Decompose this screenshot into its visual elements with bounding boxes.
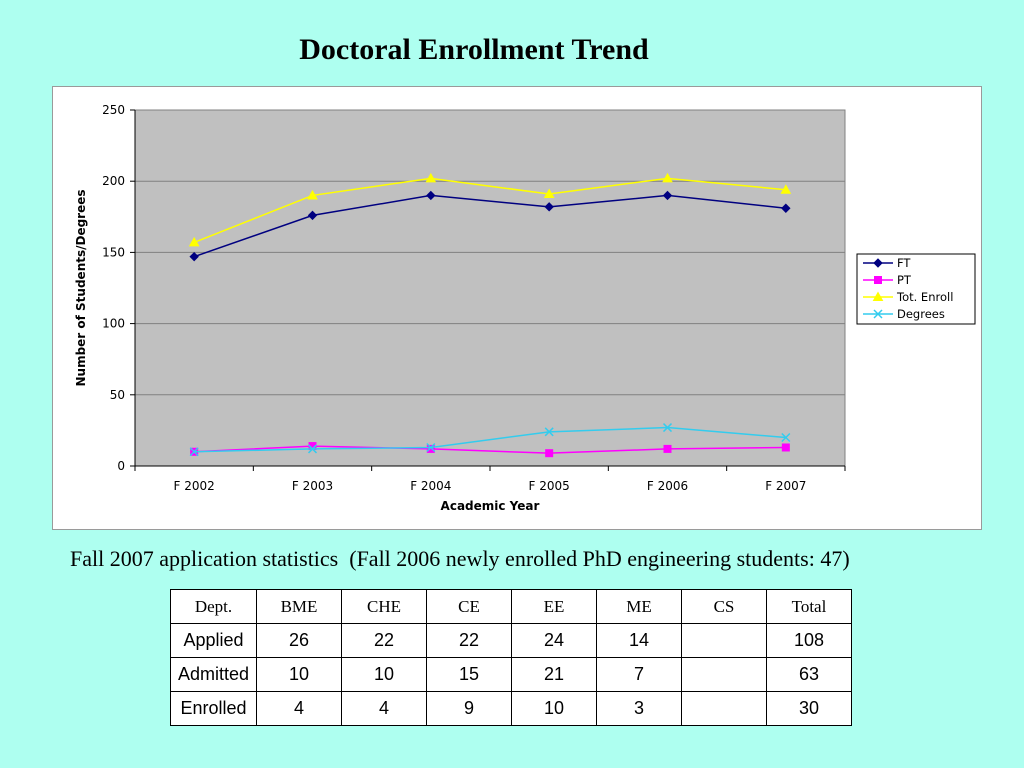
data-point-pt [663, 444, 672, 453]
x-tick-label: F 2007 [765, 479, 806, 493]
data-point-degrees [307, 444, 318, 454]
application-statistics-table: Dept. BME CHE CE EE ME CS Total Applied … [170, 589, 852, 726]
table-cell [681, 691, 767, 726]
y-tick-label: 50 [110, 388, 125, 402]
table-cell: 63 [766, 657, 852, 692]
header-cell: CHE [341, 589, 427, 624]
table-cell [681, 657, 767, 692]
legend-label-pt: PT [897, 273, 912, 287]
data-point-tot-enroll [780, 184, 792, 194]
data-point-ft [189, 251, 199, 262]
table-row: Admitted 10 10 15 21 7 63 [170, 657, 852, 692]
x-tick-label: F 2005 [529, 479, 570, 493]
y-tick-label: 100 [102, 317, 125, 331]
y-axis-title: Number of Students/Degrees [74, 189, 88, 386]
legend-marker-degrees [873, 309, 883, 319]
data-point-pt [426, 444, 435, 453]
table-row: Enrolled 4 4 9 10 3 30 [170, 691, 852, 726]
header-cell: Total [766, 589, 852, 624]
data-point-tot-enroll [425, 172, 437, 183]
legend-marker-pt [874, 276, 882, 284]
x-tick-label: F 2003 [292, 479, 333, 493]
slide-title: Doctoral Enrollment Trend [299, 33, 649, 66]
header-cell: EE [511, 589, 597, 624]
row-label: Applied [170, 623, 257, 658]
table-cell: 14 [596, 623, 682, 658]
table-cell: 10 [341, 657, 427, 692]
table-cell: 22 [426, 623, 512, 658]
header-cell: BME [256, 589, 342, 624]
table-cell: 10 [511, 691, 597, 726]
header-cell: Dept. [170, 589, 257, 624]
table-cell: 9 [426, 691, 512, 726]
y-tick-label: 200 [102, 174, 125, 188]
header-cell: CE [426, 589, 512, 624]
line-chart: 0 50 100 150 200 250 F 2002 F 2003 F 2004 F 2005 F… [74, 103, 976, 513]
table-row: Applied 26 22 22 24 14 108 [170, 623, 852, 658]
series-line-tot-enroll [193, 177, 786, 244]
data-point-degrees [189, 447, 199, 457]
y-tick-label: 0 [117, 459, 125, 473]
table-cell: 15 [426, 657, 512, 692]
table-cell: 30 [766, 691, 852, 726]
data-point-tot-enroll [543, 188, 555, 199]
table-cell: 108 [766, 623, 852, 658]
statistics-caption: Fall 2007 application statistics (Fall 2… [70, 546, 850, 571]
table-cell: 4 [256, 691, 342, 726]
legend-label-ft: FT [897, 256, 911, 270]
data-point-tot-enroll [307, 189, 318, 200]
data-point-ft [426, 190, 436, 201]
data-point-ft [307, 210, 318, 221]
table-cell: 26 [256, 623, 342, 658]
legend-label-tot-enroll: Tot. Enroll [896, 290, 953, 304]
table-cell: 24 [511, 623, 597, 658]
table-cell: 22 [341, 623, 427, 658]
row-label: Admitted [170, 657, 257, 692]
row-label: Enrolled [170, 691, 257, 726]
table-cell: 3 [596, 691, 682, 726]
y-tick-label: 250 [102, 103, 125, 117]
table-cell: 21 [511, 657, 597, 692]
x-tick-label: F 2004 [410, 479, 451, 493]
data-point-degrees [544, 427, 554, 437]
data-point-pt [781, 443, 790, 452]
data-point-degrees [781, 432, 791, 443]
data-point-tot-enroll [662, 172, 673, 183]
table-cell: 7 [596, 657, 682, 692]
chart-container: 0 50 100 150 200 250 F 2002 F 2003 F 2004 F 2005 F… [52, 86, 982, 530]
legend-marker-tot-enroll [872, 291, 884, 301]
table-cell: 4 [341, 691, 427, 726]
data-point-ft [662, 190, 673, 201]
x-tick-label: F 2006 [647, 479, 688, 493]
series-line-degrees [194, 426, 786, 453]
plot-area [134, 109, 846, 467]
x-tick-label: F 2002 [174, 479, 215, 493]
x-axis-title: Academic Year [441, 499, 540, 513]
series-line-pt [194, 445, 786, 454]
legend-marker-ft [873, 258, 883, 268]
series-line-ft [193, 194, 786, 258]
table-header-row: Dept. BME CHE CE EE ME CS Total [170, 589, 852, 624]
header-cell: CS [681, 589, 767, 624]
data-point-tot-enroll [188, 236, 200, 247]
table-cell: 10 [256, 657, 342, 692]
data-point-pt [545, 449, 554, 458]
y-tick-label: 150 [102, 245, 125, 259]
data-point-ft [781, 203, 791, 213]
header-cell: ME [596, 589, 682, 624]
data-point-ft [544, 202, 554, 212]
legend-label-degrees: Degrees [897, 307, 945, 321]
table-cell [681, 623, 767, 658]
data-point-degrees [662, 423, 673, 433]
data-point-degrees [426, 442, 436, 453]
